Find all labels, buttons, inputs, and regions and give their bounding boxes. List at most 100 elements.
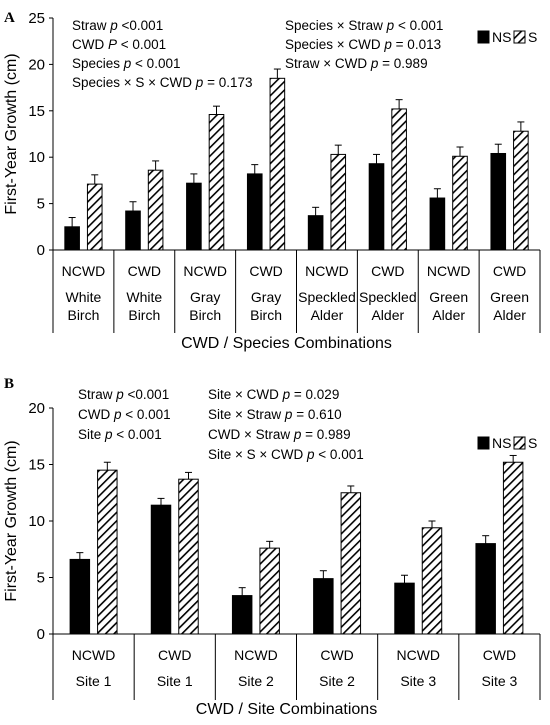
bar-ns xyxy=(64,226,80,251)
stat-annotation: Straw × CWD p = 0.989 xyxy=(285,56,428,71)
x-tick-label-group: Site 2 xyxy=(238,673,274,689)
bar-ns xyxy=(490,152,507,251)
bar-ns xyxy=(231,595,253,635)
legend-label-ns: NS xyxy=(492,435,511,451)
bar-s xyxy=(178,478,199,635)
bar-ns xyxy=(313,578,334,635)
stat-annotation: CWD × Straw p = 0.989 xyxy=(208,427,351,442)
legend-swatch-ns xyxy=(477,436,490,450)
x-tick-label-treatment: CWD xyxy=(493,263,526,279)
x-tick-label-group: Site 2 xyxy=(319,673,355,689)
stat-annotation: CWD p < 0.001 xyxy=(78,407,171,422)
y-tick-label: 10 xyxy=(28,513,45,530)
bar-s xyxy=(513,130,529,251)
x-tick-label-group: Green Alder xyxy=(429,289,468,323)
x-tick-label-treatment: NCWD xyxy=(234,647,278,663)
x-tick-label-treatment: NCWD xyxy=(72,647,116,663)
x-tick-label-group: Site 1 xyxy=(76,673,112,689)
stat-annotation: Site × CWD p = 0.029 xyxy=(208,387,339,402)
bar-s xyxy=(330,153,347,251)
bar-ns xyxy=(307,215,324,251)
x-tick-label-treatment: CWD xyxy=(483,647,516,663)
panel-b: B 0 5 10 15 20 First-Year Growth (cm) NCWD Site … xyxy=(3,376,541,718)
panel-letter: B xyxy=(4,376,14,392)
bar-s xyxy=(259,547,280,635)
legend-swatch-s xyxy=(513,436,526,450)
bar-ns xyxy=(429,197,446,251)
stat-annotation: Site × Straw p = 0.610 xyxy=(208,407,342,422)
y-tick-label: 15 xyxy=(28,457,45,474)
stat-annotation: Species × CWD p = 0.013 xyxy=(285,37,441,52)
bar-s xyxy=(147,169,164,251)
stat-annotation: Site p < 0.001 xyxy=(78,427,162,442)
bar-ns xyxy=(368,163,385,251)
x-tick-label-group: White Birch xyxy=(66,289,102,323)
y-axis-label: First-Year Growth (cm) xyxy=(3,440,20,601)
bar-ns xyxy=(125,210,141,251)
bar-s xyxy=(86,183,103,251)
y-tick-label: 0 xyxy=(37,626,45,643)
y-tick-label: 20 xyxy=(28,56,45,73)
stat-annotation: Species × Straw p < 0.001 xyxy=(285,18,443,33)
y-tick-label: 0 xyxy=(37,242,45,259)
bar-s xyxy=(502,461,524,635)
bar-s xyxy=(340,492,362,635)
y-tick-label: 10 xyxy=(28,149,45,166)
stat-annotation: Site × S × CWD p < 0.001 xyxy=(208,447,364,462)
x-tick-label-group: Speckled Alder xyxy=(359,289,417,323)
x-tick-label-group: Gray Birch xyxy=(250,289,282,323)
x-tick-label-treatment: CWD xyxy=(249,263,282,279)
x-tick-label-treatment: NCWD xyxy=(62,263,106,279)
panel-a: A 0 5 10 15 20 25 First-Year Growth (cm) NCWD Whi… xyxy=(3,10,541,352)
stat-annotation: Species p < 0.001 xyxy=(72,56,180,71)
x-tick-label-treatment: NCWD xyxy=(305,263,349,279)
x-tick-label-group: Site 3 xyxy=(482,673,518,689)
stat-annotation: Species × S × CWD p = 0.173 xyxy=(72,75,252,90)
bar-s xyxy=(452,155,468,251)
bar-s xyxy=(269,77,286,251)
legend: NS S xyxy=(477,435,537,451)
bar-ns xyxy=(246,173,263,251)
x-tick-label-treatment: NCWD xyxy=(427,263,471,279)
stat-annotation: CWD P < 0.001 xyxy=(72,37,166,52)
panel-letter: A xyxy=(4,10,15,26)
legend-swatch-s xyxy=(513,30,526,44)
legend-label-ns: NS xyxy=(492,29,511,45)
x-tick-label-treatment: NCWD xyxy=(183,263,227,279)
stat-annotation: Straw p <0.001 xyxy=(72,18,163,33)
y-tick-label: 25 xyxy=(28,10,45,27)
x-tick-label-group: White Birch xyxy=(126,289,162,323)
bar-ns xyxy=(394,582,415,635)
x-tick-label-group: Gray Birch xyxy=(189,289,221,323)
bar-s xyxy=(208,114,225,251)
bar-s xyxy=(391,108,407,251)
bar-ns xyxy=(69,558,91,635)
x-tick-label-treatment: CWD xyxy=(128,263,161,279)
x-tick-label-group: Site 1 xyxy=(157,673,193,689)
bar-s xyxy=(421,527,443,635)
legend-label-s: S xyxy=(528,29,537,45)
y-tick-label: 5 xyxy=(37,570,45,587)
bar-ns xyxy=(475,543,496,635)
y-tick-label: 20 xyxy=(28,400,45,417)
x-axis-label: CWD / Site Combinations xyxy=(196,701,377,718)
legend-swatch-ns xyxy=(477,30,490,44)
x-tick-label-group: Site 3 xyxy=(400,673,436,689)
stat-annotation: Straw p <0.001 xyxy=(78,387,169,402)
x-tick-label-treatment: CWD xyxy=(371,263,404,279)
x-axis-label: CWD / Species Combinations xyxy=(181,335,392,352)
bar-ns xyxy=(186,182,202,251)
legend: NS S xyxy=(477,29,537,45)
legend-label-s: S xyxy=(528,435,537,451)
y-axis-label: First-Year Growth (cm) xyxy=(3,53,20,214)
x-tick-label-treatment: CWD xyxy=(158,647,191,663)
y-tick-label: 5 xyxy=(37,196,45,213)
y-tick-label: 15 xyxy=(28,103,45,120)
x-tick-label-treatment: CWD xyxy=(320,647,353,663)
x-tick-label-group: Green Alder xyxy=(490,289,529,323)
bar-s xyxy=(97,469,118,635)
x-tick-label-treatment: NCWD xyxy=(396,647,440,663)
x-tick-label-group: Speckled Alder xyxy=(298,289,356,323)
bar-ns xyxy=(150,504,172,635)
